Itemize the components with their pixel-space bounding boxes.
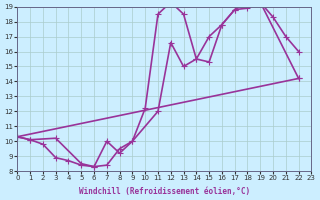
- X-axis label: Windchill (Refroidissement éolien,°C): Windchill (Refroidissement éolien,°C): [79, 187, 250, 196]
